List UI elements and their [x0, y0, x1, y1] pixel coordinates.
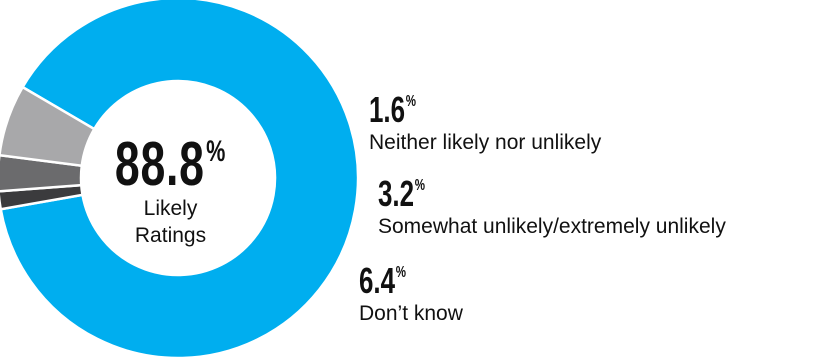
center-label-line1: Likely	[143, 197, 198, 220]
donut-slice-0	[0, 0, 360, 358]
callout-value-number: 1.6	[369, 89, 406, 130]
center-label-line2: Ratings	[134, 224, 207, 247]
callout-value: 6.4%	[359, 255, 406, 299]
callout-label: Somewhat unlikely/extremely unlikely	[378, 215, 726, 238]
donut-chart	[0, 0, 360, 358]
callout-value: 1.6%	[369, 84, 416, 128]
callout-value-number: 3.2	[378, 173, 415, 214]
callout-somewhat-unlikely: 3.2% Somewhat unlikely/extremely unlikel…	[378, 168, 726, 240]
center-value-unit: %	[206, 135, 227, 168]
callout-value-unit: %	[414, 177, 426, 194]
center-value-number: 88.8	[114, 130, 205, 199]
center-value: 88.8%	[104, 122, 237, 196]
donut-slice-3	[0, 85, 96, 168]
callout-value-unit: %	[405, 93, 417, 110]
center-summary: 88.8% Likely Ratings	[78, 122, 263, 249]
callout-dont-know: 6.4% Don’t know	[359, 255, 463, 327]
callout-label: Don’t know	[359, 302, 463, 325]
callout-label: Neither likely nor unlikely	[369, 131, 602, 154]
callout-value: 3.2%	[378, 168, 425, 212]
callout-value-number: 6.4	[359, 260, 396, 301]
callout-neither: 1.6% Neither likely nor unlikely	[369, 84, 601, 156]
callout-value-unit: %	[395, 264, 407, 281]
